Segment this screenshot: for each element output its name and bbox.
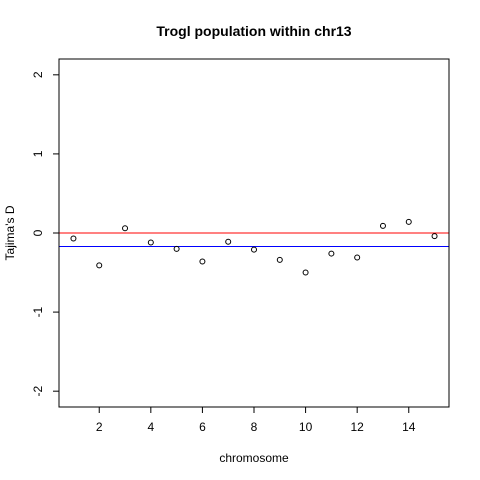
x-tick-label: 2	[96, 420, 103, 434]
y-tick-label: -2	[31, 386, 45, 397]
y-tick-label: 0	[31, 229, 45, 236]
x-tick-label: 10	[299, 420, 313, 434]
data-point	[122, 225, 129, 232]
data-point	[328, 250, 335, 257]
y-axis-label: Tajima's D	[3, 205, 17, 260]
y-tick-label: 2	[31, 71, 45, 78]
x-axis-label: chromosome	[219, 451, 289, 465]
data-point	[251, 246, 257, 253]
data-point	[70, 235, 77, 242]
data-point	[379, 222, 386, 229]
data-point	[302, 269, 309, 276]
x-tick-label: 14	[402, 420, 416, 434]
reference-lines	[59, 232, 449, 247]
x-axis: 2 4 6 8 10 12 14	[96, 407, 416, 434]
data-point	[431, 233, 438, 240]
x-tick-label: 4	[147, 420, 154, 434]
data-point	[354, 254, 361, 261]
y-tick-label: -1	[31, 306, 45, 317]
data-point	[199, 258, 206, 265]
x-tick-label: 8	[251, 420, 258, 434]
data-point	[225, 238, 232, 245]
y-tick-label: 1	[31, 150, 45, 157]
data-point	[173, 245, 180, 252]
plot-frame	[58, 58, 450, 408]
data-point	[405, 218, 412, 225]
chart-title: Trogl population within chr13	[156, 23, 351, 39]
data-point	[147, 239, 154, 246]
data-points	[70, 218, 438, 276]
data-point	[276, 256, 283, 263]
y-axis: -2 -1 0 1 2	[31, 71, 59, 397]
x-tick-label: 6	[199, 420, 206, 434]
data-point	[96, 262, 103, 269]
x-tick-label: 12	[350, 420, 364, 434]
